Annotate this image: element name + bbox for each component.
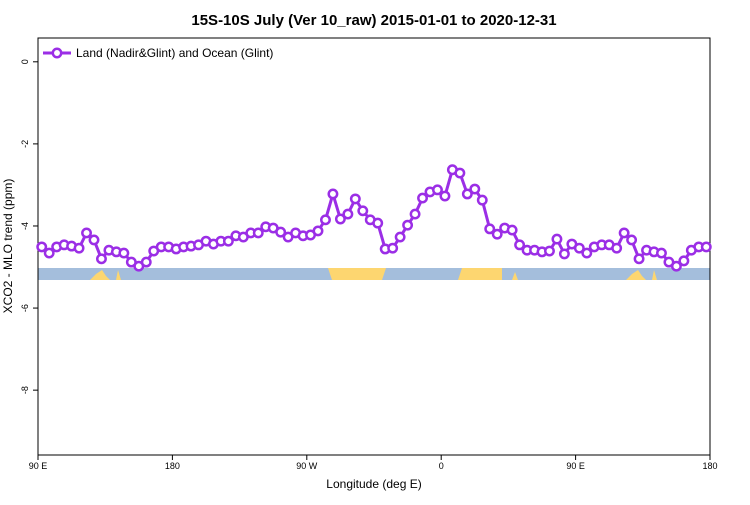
- data-point: [581, 247, 593, 259]
- data-point: [626, 234, 638, 246]
- land-patch: [90, 270, 110, 280]
- data-point: [320, 214, 331, 226]
- data-point: [327, 188, 339, 200]
- land-patch: [116, 270, 121, 280]
- data-point: [417, 192, 428, 204]
- data-point: [476, 194, 488, 206]
- data-point: [394, 231, 406, 243]
- data-point: [387, 242, 399, 254]
- data-point: [491, 228, 503, 240]
- land-patch: [458, 268, 502, 280]
- data-point: [656, 247, 667, 259]
- data-point: [252, 227, 264, 239]
- land-patch: [626, 270, 646, 280]
- data-point: [514, 239, 526, 251]
- y-tick-label: -2: [20, 140, 30, 148]
- data-point: [544, 245, 555, 257]
- data-point: [275, 226, 287, 238]
- data-point: [670, 260, 682, 272]
- y-tick-label: -4: [20, 222, 30, 230]
- data-point: [73, 242, 85, 254]
- data-point: [611, 242, 623, 254]
- land-patch: [328, 268, 386, 280]
- data-point: [118, 247, 130, 259]
- y-tick-label: -6: [20, 304, 30, 312]
- land-ocean-strip: [38, 268, 710, 280]
- data-point: [700, 241, 712, 253]
- data-point: [43, 247, 55, 259]
- data-point: [432, 184, 443, 196]
- y-axis-label: XCO2 - MLO trend (ppm): [1, 179, 15, 314]
- data-point: [506, 224, 518, 236]
- data-point: [222, 235, 234, 247]
- x-tick-label: 180: [165, 461, 180, 471]
- data-point: [454, 167, 466, 179]
- data-point: [461, 188, 473, 200]
- data-point: [678, 255, 690, 267]
- data-point: [88, 234, 100, 246]
- data-point: [484, 223, 496, 235]
- data-point: [96, 253, 107, 265]
- x-tick-label: 90 E: [566, 461, 585, 471]
- x-tick-label: 180: [702, 461, 717, 471]
- y-tick-label: -8: [20, 386, 30, 394]
- y-tick-label: 0: [20, 59, 30, 64]
- data-point: [551, 233, 563, 245]
- data-point: [573, 242, 585, 254]
- legend-marker: [51, 47, 63, 59]
- data-point: [469, 183, 481, 195]
- data-point: [312, 225, 324, 237]
- data-point: [140, 256, 152, 268]
- data-point: [334, 213, 346, 225]
- x-tick-label: 0: [439, 461, 444, 471]
- land-patch: [652, 270, 657, 280]
- data-point: [357, 205, 369, 217]
- x-tick-label: 90 E: [29, 461, 48, 471]
- data-point: [402, 219, 414, 231]
- x-axis-label: Longitude (deg E): [326, 477, 421, 491]
- data-point: [81, 227, 92, 239]
- data-point: [349, 193, 361, 205]
- data-point: [36, 241, 48, 253]
- chart-title: 15S-10S July (Ver 10_raw) 2015-01-01 to …: [191, 12, 556, 29]
- land-patch: [512, 272, 518, 280]
- data-point: [558, 248, 570, 260]
- data-point: [342, 208, 354, 220]
- data-point: [372, 217, 384, 229]
- x-tick-label: 90 W: [296, 461, 318, 471]
- data-point: [409, 208, 421, 220]
- data-point: [618, 227, 630, 239]
- data-point: [439, 190, 451, 202]
- data-point: [633, 253, 645, 265]
- legend-label: Land (Nadir&Glint) and Ocean (Glint): [76, 46, 273, 60]
